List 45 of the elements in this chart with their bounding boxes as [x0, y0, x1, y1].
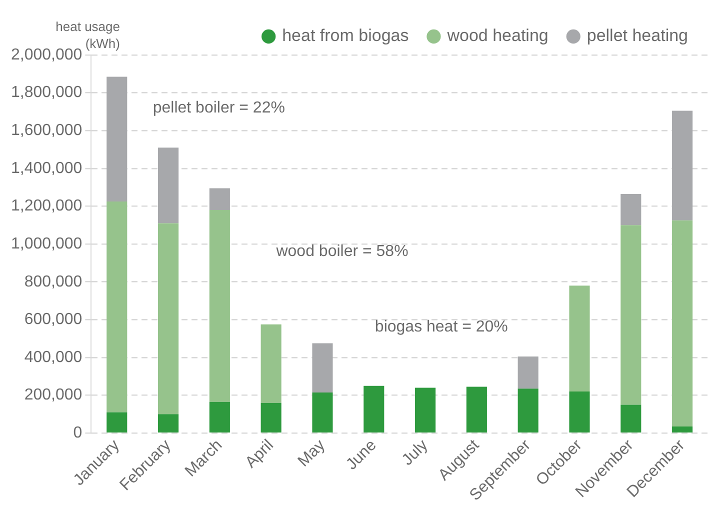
legend-label: heat from biogas — [282, 26, 409, 46]
bar — [672, 110, 693, 220]
bar — [466, 386, 487, 432]
y-tick-label: 400,000 — [24, 348, 82, 366]
y-tick-label: 2,000,000 — [10, 46, 82, 64]
bar — [209, 402, 230, 432]
bar — [158, 148, 179, 224]
legend-label: wood heating — [446, 26, 548, 46]
annotation: pellet boiler = 22% — [152, 99, 285, 116]
bar — [620, 404, 642, 432]
y-tick-label: 800,000 — [24, 273, 82, 290]
y-tick-label: 0 — [73, 424, 82, 442]
bar — [106, 202, 128, 412]
bar — [209, 188, 230, 210]
bar — [518, 388, 538, 432]
bar — [620, 194, 642, 226]
bar — [364, 386, 384, 432]
bar — [569, 286, 590, 392]
bar — [415, 388, 436, 432]
bar — [569, 391, 590, 432]
y-tick-label: 200,000 — [24, 386, 82, 404]
bar — [158, 223, 179, 414]
annotation: wood boiler = 58% — [275, 243, 408, 260]
bar — [672, 220, 693, 426]
bar — [620, 225, 642, 405]
bar — [312, 343, 333, 392]
bar — [260, 324, 282, 403]
legend-label: pellet heating — [586, 26, 688, 46]
x-tick-label: July — [399, 436, 432, 469]
bar — [158, 414, 179, 432]
y-tick-label: 1,200,000 — [10, 198, 82, 215]
x-tick-label: May — [295, 436, 328, 470]
y-tick-label: 1,400,000 — [10, 160, 82, 177]
y-tick-label: 1,000,000 — [10, 235, 82, 252]
y-tick-label: 600,000 — [24, 311, 82, 328]
bar — [312, 392, 333, 432]
bar — [518, 356, 538, 389]
bar — [106, 412, 128, 432]
bar — [672, 426, 693, 432]
bar — [260, 402, 282, 432]
annotation: biogas heat = 20% — [374, 318, 508, 336]
y-tick-label: 1,800,000 — [10, 84, 82, 102]
bar — [106, 76, 128, 202]
y-tick-label: 1,600,000 — [10, 122, 82, 140]
bar — [209, 210, 230, 402]
